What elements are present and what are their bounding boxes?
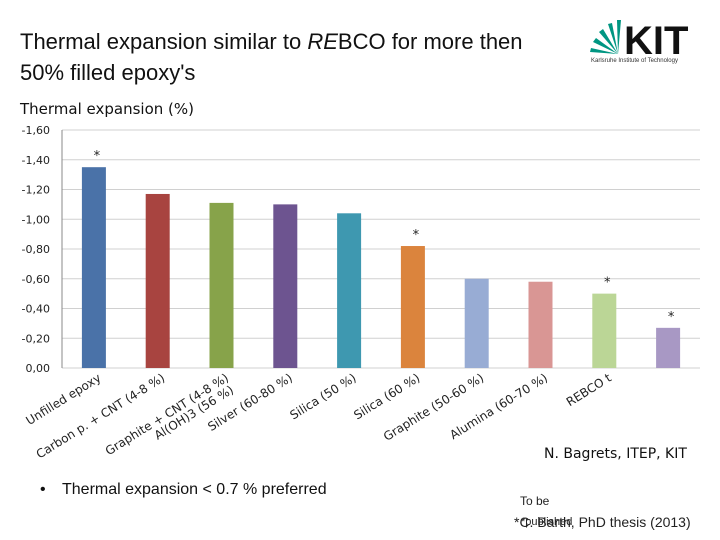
y-tick-label: -1,40 xyxy=(22,154,50,167)
bar xyxy=(656,327,681,368)
title-part2: BCO for more then xyxy=(337,29,523,54)
bar xyxy=(81,167,106,368)
bar xyxy=(337,213,362,368)
bar xyxy=(273,204,298,368)
author-credit: N. Bagrets, ITEP, KIT xyxy=(544,446,687,462)
bar-chart: -1,60 -1,40 -1,20 -1,00 -0,80 -0,60 -0,40 -0,20… xyxy=(22,124,700,458)
note-thesis: *C. Barth, PhD thesis (2013) xyxy=(514,514,691,530)
x-tick-label: Silica (50 %) xyxy=(287,371,358,423)
bar-star-marker: * xyxy=(604,276,611,291)
bar xyxy=(145,193,170,368)
bullet-marker: • xyxy=(40,481,46,498)
y-tick-label: 0,00 xyxy=(26,362,51,375)
bar-star-marker: * xyxy=(94,149,101,164)
kit-logo-text: KIT xyxy=(624,19,688,63)
slide-title: Thermal expansion similar to REBCO for m… xyxy=(20,26,523,88)
x-tick-label: Graphite + CNT (4-8 %) xyxy=(103,371,231,458)
kit-logo-caption: Karlsruhe Institute of Technology xyxy=(591,58,678,64)
y-tick-label: -1,20 xyxy=(22,184,50,197)
y-tick-label: -0,40 xyxy=(22,303,50,316)
y-tick-label: -0,80 xyxy=(22,243,50,256)
note-published: *published xyxy=(521,516,573,528)
title-part1: Thermal expansion similar to xyxy=(20,29,308,54)
bar-star-marker: * xyxy=(668,310,675,325)
bullet-point: • Thermal expansion < 0.7 % preferred xyxy=(40,481,327,499)
x-tick-label: REBCO t xyxy=(564,371,614,410)
y-tick-label: -1,00 xyxy=(22,213,50,226)
title-italic-re: RE xyxy=(307,29,338,54)
bar xyxy=(592,293,617,368)
chart-title: Thermal expansion (%) xyxy=(20,100,194,118)
bar xyxy=(400,246,425,368)
kit-logo: KIT xyxy=(590,19,688,63)
y-tick-label: -1,60 xyxy=(22,124,50,137)
bar xyxy=(209,202,234,368)
bullet-text: Thermal expansion < 0.7 % preferred xyxy=(62,481,327,498)
kit-logo-rays-icon xyxy=(590,20,621,54)
y-tick-label: -0,60 xyxy=(22,273,50,286)
bar-star-marker: * xyxy=(413,228,420,243)
bar xyxy=(528,281,553,368)
title-line2: 50% filled epoxy's xyxy=(20,60,196,85)
bar xyxy=(464,278,489,368)
note-to-be: To be xyxy=(520,494,550,508)
y-tick-label: -0,20 xyxy=(22,332,50,345)
